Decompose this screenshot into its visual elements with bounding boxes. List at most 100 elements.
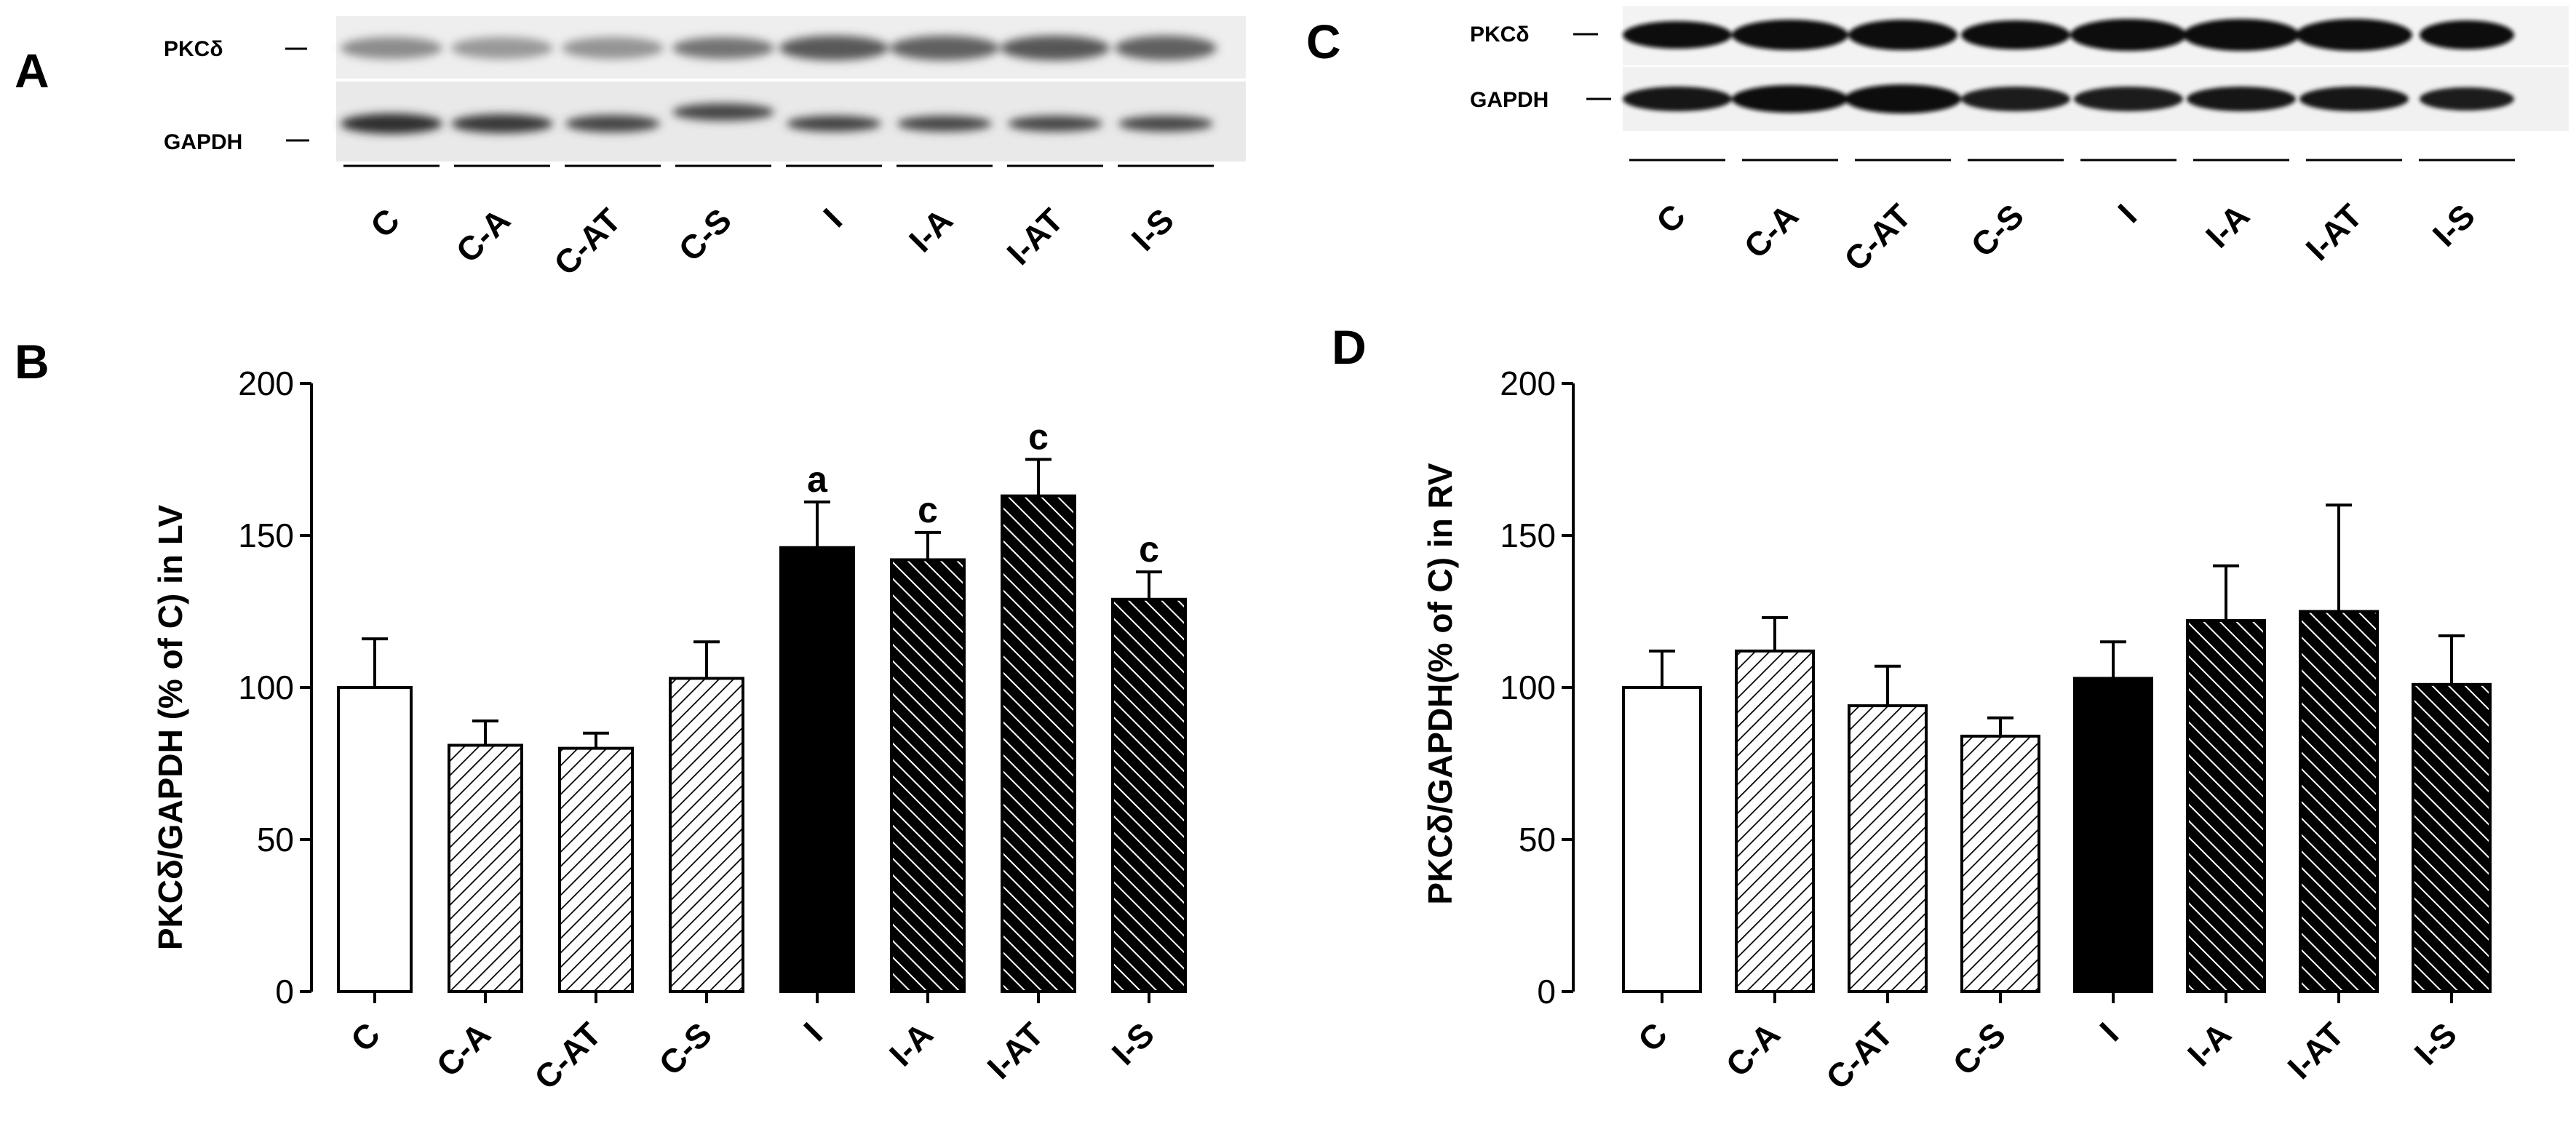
panel-letter-b: B (15, 335, 49, 388)
blot-c-gapdh-band (1623, 87, 1732, 111)
blot-a-pkc-band (890, 36, 999, 60)
blot-c-gapdh-band (1732, 85, 1848, 113)
blot-c-lane-label: C-AT (1837, 196, 1918, 278)
blot-c-lane-label: C-A (1736, 196, 1805, 266)
blot-c-control-label: GAPDH (1470, 88, 1549, 112)
chart-lv-bar (558, 746, 634, 993)
blot-c-lane-label: I-S (2425, 196, 2482, 253)
blot-c-pkc-band (2420, 20, 2514, 49)
chart-lv-category-label: C-AT (527, 1015, 608, 1096)
blot-c-pkc-band (1732, 20, 1848, 50)
blot-a-lane-label: C (363, 201, 407, 244)
blot-c-gapdh-band (2187, 87, 2296, 111)
chart-rv-y-tick-label: 0 (1537, 973, 1556, 1011)
chart-rv-bar (2412, 682, 2492, 993)
blot-a-gapdh-band (565, 115, 660, 132)
blot-a-pkc-band (672, 37, 774, 59)
bar-chart-lv: PKCδ/GAPDH (% of C) in LV 0 50 100 150 200 C C… (151, 364, 1187, 1096)
blot-c-lane-label: C (1649, 196, 1693, 240)
chart-rv-category-label: I-A (2180, 1015, 2238, 1073)
blot-a-pkc-band (1115, 36, 1217, 60)
chart-rv-y-axis-title: PKCδ/GAPDH(% of C) in RV (1421, 463, 1459, 904)
chart-lv-y-tick-label: 100 (238, 669, 294, 706)
blot-a-lane-label: I-AT (999, 201, 1070, 272)
chart-lv-bar (779, 546, 855, 993)
chart-lv-bar (1111, 597, 1187, 993)
blot-a-pkc-band (341, 37, 442, 59)
chart-lv-bar (1001, 494, 1076, 993)
blot-c-lane-label: C-S (1963, 196, 2031, 264)
chart-lv-bar (890, 558, 966, 993)
blot-a-protein-label: PKCδ (164, 37, 223, 61)
chart-lv-y-tick-label: 150 (238, 517, 294, 554)
blot-c-pkc-band (1848, 20, 1957, 50)
blot-a-pkc-band (1001, 36, 1110, 60)
chart-lv-category-label: C (343, 1015, 387, 1059)
chart-lv-y-tick-label: 50 (257, 821, 294, 858)
chart-lv-bar (448, 744, 523, 994)
blot-c-pkc-band (2070, 19, 2187, 51)
chart-lv-category-label: I-AT (979, 1015, 1051, 1086)
chart-rv-bar (1960, 734, 2040, 993)
chart-lv-significance-label: c (918, 490, 938, 530)
blot-a-gapdh-band (1008, 116, 1102, 132)
blot-c-gapdh-bands (1623, 84, 2514, 113)
blot-a-gapdh-band (341, 113, 442, 134)
blot-a-lane-label: I-A (902, 201, 960, 259)
chart-lv-significance-label: c (1028, 417, 1049, 458)
chart-rv-category-label: C-AT (1818, 1015, 1900, 1096)
chart-rv-bar (1735, 649, 1815, 994)
chart-lv-bar (669, 677, 744, 994)
chart-lv-y-tick-label: 200 (238, 364, 294, 402)
blot-a-control-label: GAPDH (164, 130, 242, 154)
chart-rv-y-tick-label: 100 (1500, 669, 1556, 706)
chart-lv-category-label: I-A (882, 1015, 940, 1073)
blot-panel-a: PKCδ GAPDH C C-A C-AT C-S I I-A I-AT I-S (164, 16, 1246, 282)
blot-a-pkc-bands (341, 36, 1217, 60)
chart-rv-y-tick-label: 200 (1500, 364, 1556, 402)
blot-a-lane-label: I (816, 201, 849, 234)
bar-chart-rv: PKCδ/GAPDH(% of C) in RV 0 50 100 150 200 C C-… (1421, 364, 2492, 1096)
chart-rv-category-label: I-S (2407, 1015, 2464, 1072)
chart-rv-category-label: I (2092, 1015, 2126, 1048)
blot-c-pkc-band (1623, 21, 1732, 49)
blot-a-lane-label: C-S (671, 201, 739, 268)
chart-lv-category-label: I (796, 1015, 830, 1048)
chart-lv-y-axis-title: PKCδ/GAPDH (% of C) in LV (151, 505, 189, 951)
blot-a-lane-label: C-A (448, 201, 517, 270)
chart-rv-category-label: C-A (1718, 1015, 1787, 1084)
blot-c-lane-label: I-AT (2298, 196, 2369, 268)
blot-a-pkc-band (562, 37, 664, 59)
blot-c-lane-label: I (2110, 196, 2144, 230)
chart-lv-y-tick-label: 0 (275, 973, 294, 1011)
blot-a-gapdh-band (451, 114, 553, 133)
blot-c-pkc-band (2183, 19, 2299, 51)
blot-c-pkc-band (2296, 19, 2412, 51)
chart-rv-bar (2073, 677, 2153, 994)
blot-a-gapdh-band (897, 116, 992, 132)
blot-c-lane-label: I-A (2198, 196, 2257, 255)
chart-rv-bar (1622, 686, 1702, 993)
chart-rv-category-label: I-AT (2280, 1015, 2351, 1086)
chart-rv-bar (1848, 704, 1928, 994)
chart-lv-category-label: C-S (651, 1015, 719, 1083)
blot-panel-c: PKCδ GAPDH C C-A C-AT C-S I I-A I-AT I-S (1470, 6, 2569, 278)
chart-lv-significance-label: a (807, 459, 828, 500)
blot-c-pkc-band (1961, 20, 2070, 49)
blot-c-protein-label: PKCδ (1470, 23, 1530, 47)
chart-rv-bar (2299, 610, 2379, 993)
blot-a-gapdh-bands (341, 103, 1213, 134)
chart-rv-y-tick-label: 50 (1519, 821, 1556, 858)
blot-c-pkc-bands (1623, 19, 2514, 51)
blot-a-pkc-band (451, 37, 553, 59)
panel-letter-d: D (1332, 320, 1367, 374)
blot-c-gapdh-band (2420, 87, 2514, 111)
chart-rv-bar (2186, 619, 2266, 993)
blot-a-gapdh-band (1118, 116, 1213, 132)
blot-a-pkc-band (779, 36, 889, 60)
blot-a-lane-labels: C C-A C-AT C-S I I-A I-AT I-S (343, 164, 1214, 282)
panel-letter-c: C (1306, 15, 1341, 68)
blot-c-gapdh-band (1845, 84, 1961, 113)
blot-a-lane-label: C-AT (546, 201, 628, 282)
